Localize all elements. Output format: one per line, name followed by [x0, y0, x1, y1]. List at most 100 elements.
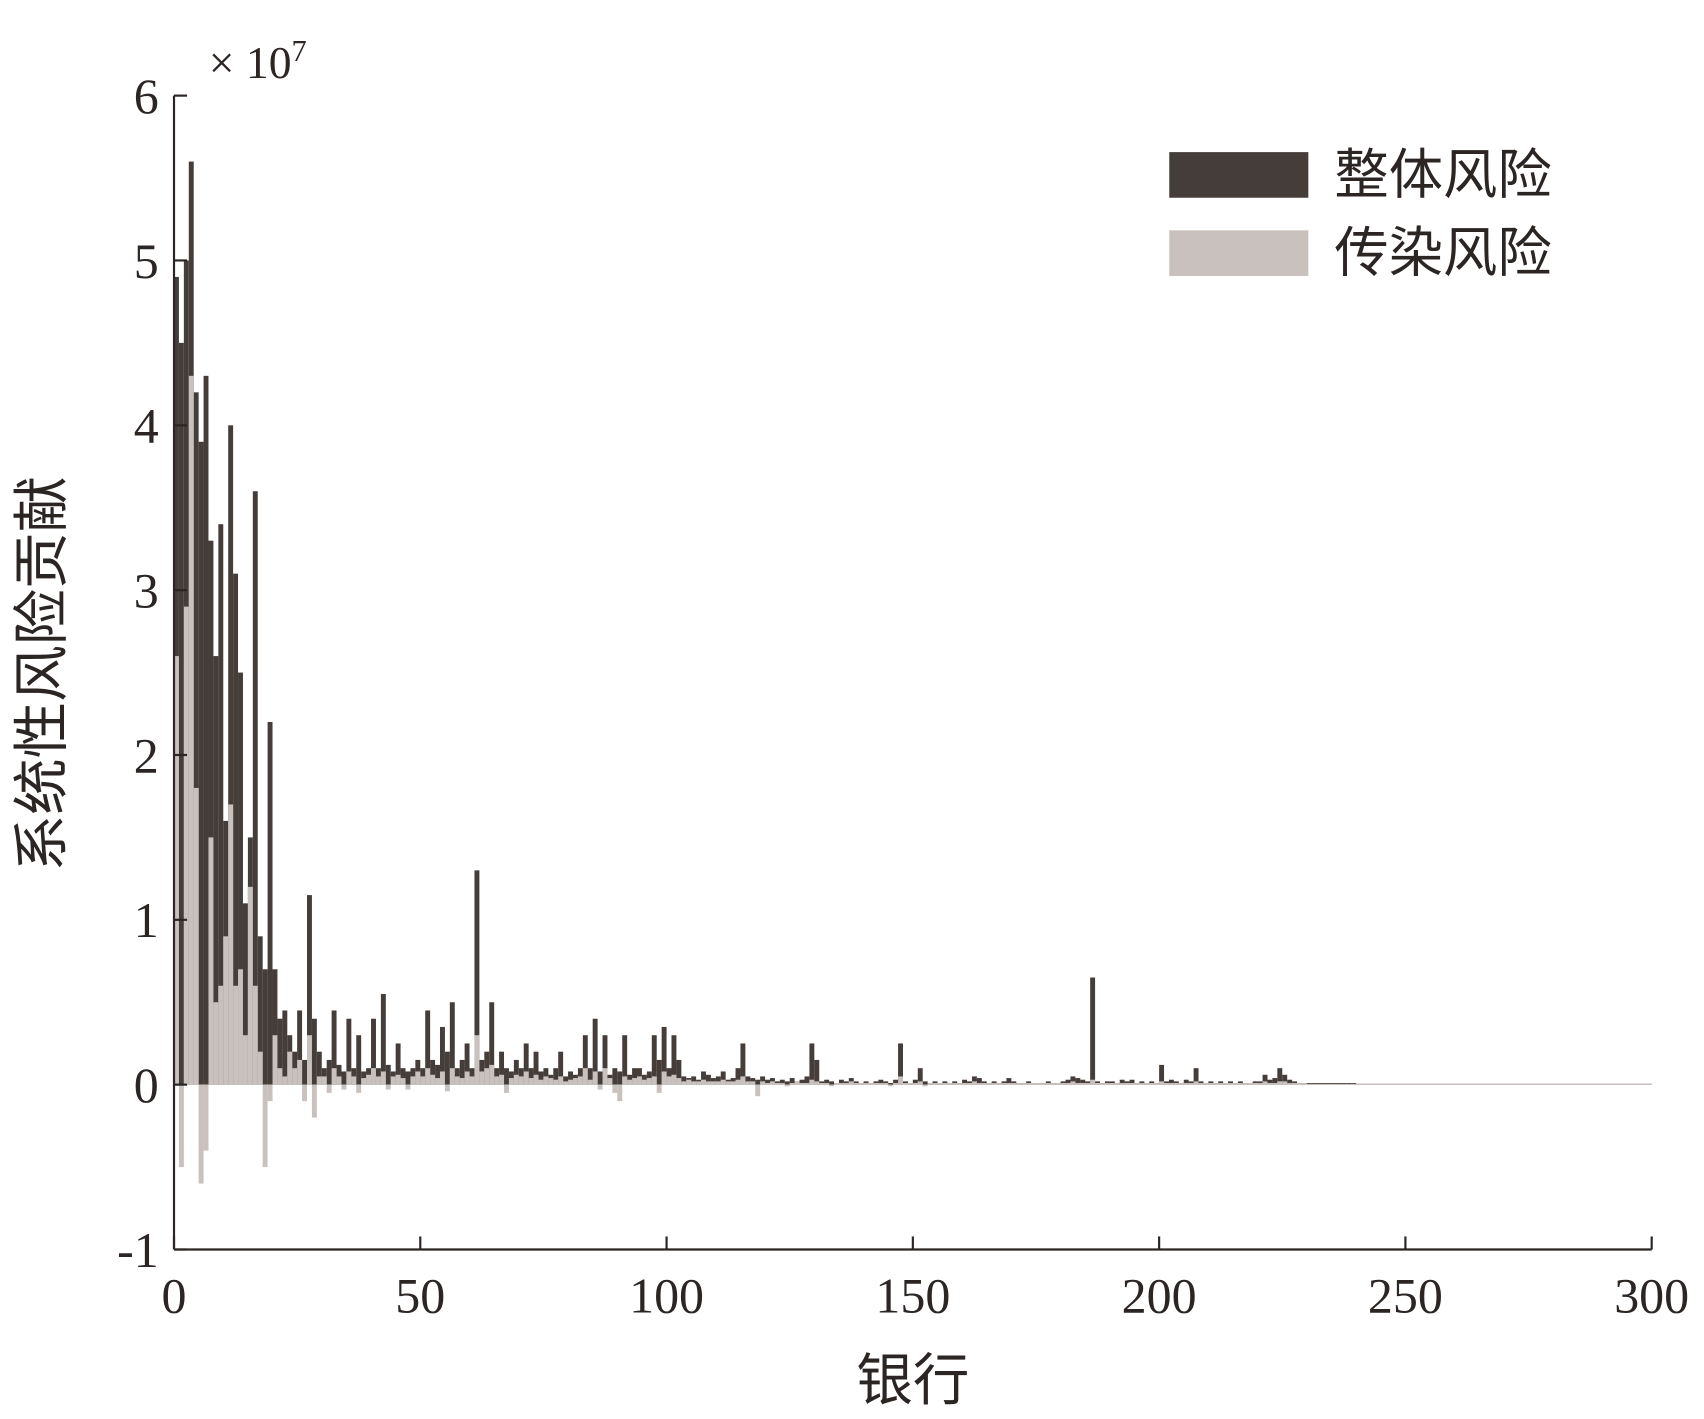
bar — [1356, 1083, 1362, 1085]
bar — [1164, 1083, 1169, 1085]
bar — [508, 1078, 514, 1085]
bar — [760, 1081, 766, 1085]
bar — [302, 1084, 307, 1102]
bar — [858, 1083, 864, 1085]
bar — [715, 1076, 721, 1085]
bar — [1316, 1083, 1322, 1085]
bar — [425, 1010, 431, 1085]
bar — [1031, 1083, 1036, 1085]
bar — [1085, 1083, 1091, 1085]
bar — [1154, 1083, 1160, 1085]
x-tick-label: 50 — [395, 1268, 445, 1324]
bar — [528, 1078, 534, 1085]
bar — [1075, 1083, 1081, 1085]
bar — [819, 1083, 825, 1085]
bar — [893, 1083, 899, 1085]
bar — [1193, 1081, 1199, 1085]
bar — [656, 1084, 662, 1093]
bar — [765, 1083, 771, 1085]
bar — [671, 1074, 677, 1085]
bar — [1375, 1083, 1381, 1085]
bar — [306, 895, 312, 1085]
bar — [262, 969, 268, 1085]
y-tick-label: 2 — [134, 727, 159, 783]
bar — [878, 1079, 884, 1085]
bar — [804, 1076, 810, 1085]
bar — [1129, 1083, 1135, 1085]
bar — [1390, 1083, 1396, 1085]
bar — [346, 1071, 352, 1085]
bar — [311, 1084, 317, 1118]
bar — [504, 1084, 509, 1093]
bar — [568, 1079, 573, 1085]
bar — [710, 1081, 716, 1085]
bar — [174, 656, 179, 1085]
bar — [582, 1068, 588, 1085]
bar — [705, 1074, 711, 1085]
bar — [435, 1078, 440, 1085]
bar — [1100, 1083, 1105, 1085]
bar — [1001, 1083, 1007, 1085]
bar — [1508, 1083, 1514, 1085]
bar — [1006, 1078, 1012, 1085]
bar — [1464, 1083, 1470, 1085]
bar — [1400, 1083, 1406, 1085]
bar — [287, 1051, 293, 1085]
bar — [1198, 1083, 1204, 1085]
bar — [331, 1068, 337, 1085]
bar — [474, 1035, 480, 1085]
bar — [784, 1084, 790, 1087]
bar — [533, 1051, 539, 1085]
bar — [193, 392, 199, 1085]
bar — [336, 1076, 342, 1085]
bar — [1641, 1083, 1647, 1085]
bar — [1287, 1083, 1293, 1085]
bar — [208, 837, 214, 1085]
bar — [986, 1083, 992, 1085]
bar — [415, 1071, 421, 1085]
bar — [430, 1059, 436, 1085]
bar — [203, 375, 209, 1085]
bar — [577, 1076, 583, 1085]
bar — [774, 1083, 780, 1085]
bar — [1267, 1079, 1273, 1085]
bar — [779, 1079, 785, 1085]
bar — [715, 1081, 721, 1085]
y-tick-label: -1 — [117, 1222, 159, 1278]
bar — [420, 1076, 426, 1085]
bar — [1449, 1083, 1455, 1085]
bar — [1602, 1083, 1608, 1085]
bar — [563, 1076, 569, 1085]
y-tick-label: 0 — [134, 1057, 159, 1113]
bar — [1370, 1083, 1376, 1085]
bar — [1577, 1083, 1583, 1085]
bar — [464, 1071, 470, 1085]
bar — [1090, 1079, 1096, 1085]
bar — [242, 903, 248, 1085]
bar — [779, 1083, 785, 1085]
bar — [750, 1081, 756, 1085]
bar — [592, 1018, 598, 1085]
bar — [1434, 1083, 1440, 1085]
bar — [1380, 1083, 1386, 1085]
bar — [893, 1079, 899, 1085]
bar — [203, 1084, 209, 1151]
bar — [346, 1018, 352, 1085]
bar — [316, 1076, 322, 1085]
bar — [218, 985, 224, 1085]
bar — [1287, 1079, 1293, 1085]
legend-swatch — [1169, 152, 1309, 198]
bar — [1045, 1083, 1051, 1085]
bar — [597, 1071, 603, 1085]
bar — [942, 1083, 948, 1085]
bar — [499, 1074, 505, 1085]
bar — [494, 1076, 500, 1085]
bar — [380, 993, 386, 1085]
bar — [1080, 1083, 1086, 1085]
bar — [971, 1081, 977, 1085]
bar — [632, 1068, 638, 1085]
bar — [262, 1084, 268, 1168]
bar — [898, 1076, 903, 1085]
bar — [513, 1059, 519, 1085]
bar — [641, 1079, 647, 1085]
